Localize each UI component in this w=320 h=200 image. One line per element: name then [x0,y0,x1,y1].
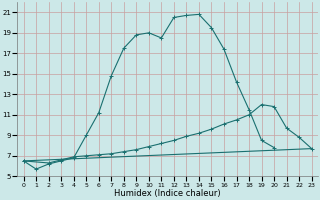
X-axis label: Humidex (Indice chaleur): Humidex (Indice chaleur) [114,189,221,198]
